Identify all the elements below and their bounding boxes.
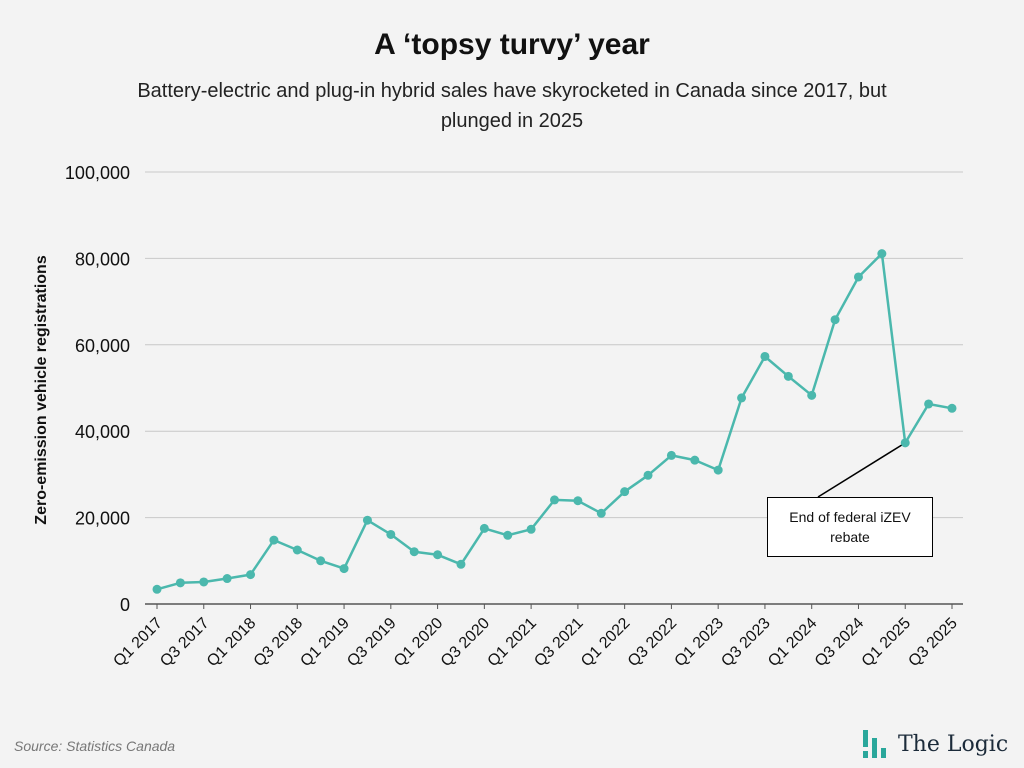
x-tick-label: Q1 2024 xyxy=(765,615,820,670)
x-tick-label: Q3 2018 xyxy=(251,615,306,670)
chart-title: A ‘topsy turvy’ year xyxy=(374,28,650,61)
data-point xyxy=(666,450,676,460)
y-tick-label: 40,000 xyxy=(75,422,130,442)
x-tick-label: Q1 2020 xyxy=(391,615,446,670)
x-tick-label: Q3 2017 xyxy=(157,615,212,670)
data-point xyxy=(807,390,817,400)
x-tick-label: Q3 2025 xyxy=(905,615,960,670)
data-point xyxy=(737,393,747,403)
data-point xyxy=(362,515,372,525)
rebate-annotation-box: End of federal iZEV rebate xyxy=(767,497,933,557)
data-point xyxy=(526,524,536,534)
brand-name: The Logic xyxy=(898,731,1009,757)
x-tick-label: Q1 2018 xyxy=(204,615,259,670)
brand-logo: The Logic xyxy=(862,728,1008,760)
y-tick-label: 60,000 xyxy=(75,336,130,356)
y-tick-label: 0 xyxy=(120,595,130,615)
data-point xyxy=(199,577,209,587)
data-point xyxy=(620,487,630,497)
data-point xyxy=(246,570,256,580)
x-tick-label: Q3 2022 xyxy=(625,615,680,670)
data-point xyxy=(175,578,185,588)
data-point xyxy=(830,315,840,325)
data-point xyxy=(222,574,232,584)
data-point xyxy=(433,550,443,560)
x-tick-label: Q1 2023 xyxy=(672,615,727,670)
x-tick-label: Q3 2019 xyxy=(344,615,399,670)
x-tick-label: Q1 2017 xyxy=(110,615,165,670)
data-point xyxy=(573,496,583,506)
y-tick-label: 80,000 xyxy=(75,249,130,269)
data-point xyxy=(479,523,489,533)
data-point xyxy=(269,535,279,545)
x-tick-label: Q1 2021 xyxy=(485,615,540,670)
data-point xyxy=(947,403,957,413)
data-point xyxy=(643,470,653,480)
data-point xyxy=(853,272,863,282)
y-tick-label: 20,000 xyxy=(75,509,130,529)
data-point xyxy=(713,465,723,475)
the-logic-logo-icon xyxy=(863,730,886,758)
data-point xyxy=(596,508,606,518)
source-note: Source: Statistics Canada xyxy=(14,738,176,754)
data-point xyxy=(409,547,419,557)
x-tick-label: Q3 2020 xyxy=(438,615,493,670)
x-tick-label: Q1 2019 xyxy=(297,615,352,670)
data-point xyxy=(900,438,910,448)
data-point xyxy=(339,564,349,574)
x-tick-label: Q3 2023 xyxy=(718,615,773,670)
data-point xyxy=(292,545,302,555)
x-tick-label: Q3 2021 xyxy=(531,615,586,670)
y-tick-label: 100,000 xyxy=(65,163,130,183)
data-point xyxy=(503,530,513,540)
x-tick-label: Q1 2022 xyxy=(578,615,633,670)
data-point xyxy=(877,249,887,259)
data-point xyxy=(316,556,326,566)
data-point xyxy=(152,584,162,594)
y-axis-title: Zero-emission vehicle registrations xyxy=(33,255,50,525)
data-point xyxy=(456,559,466,569)
data-point xyxy=(386,529,396,539)
data-point xyxy=(550,495,559,505)
chart-subtitle: Battery-electric and plug-in hybrid sale… xyxy=(137,80,887,132)
data-point xyxy=(783,371,793,381)
annotation-leader-line xyxy=(817,442,906,498)
x-tick-label: Q1 2025 xyxy=(859,615,914,670)
data-point xyxy=(924,399,934,409)
data-point xyxy=(760,351,770,361)
x-tick-label: Q3 2024 xyxy=(812,615,867,670)
data-point xyxy=(690,455,700,465)
